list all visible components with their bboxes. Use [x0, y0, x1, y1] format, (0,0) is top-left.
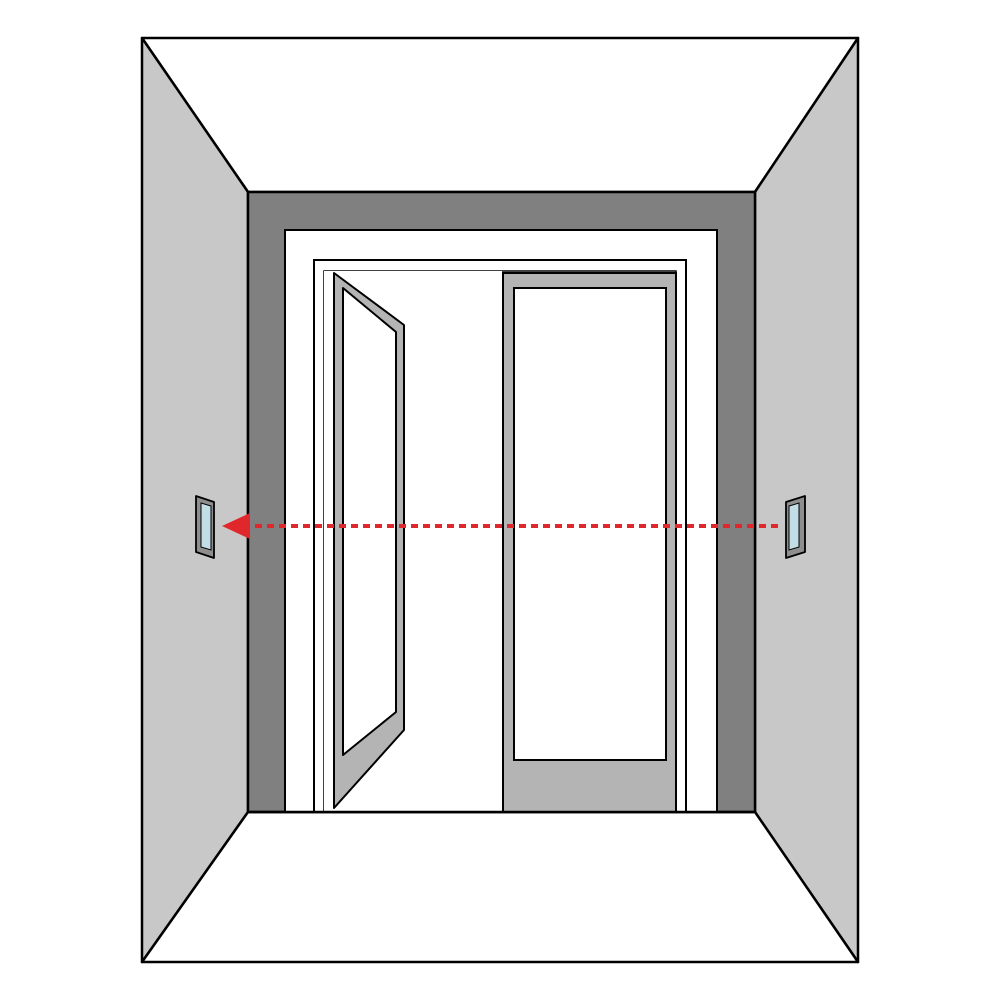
right-sensor-face: [788, 502, 800, 551]
right-wall: [753, 36, 860, 964]
left-sensor-face: [200, 502, 212, 551]
ceiling: [140, 36, 860, 194]
beam-arrowhead-icon: [222, 513, 250, 539]
open-door-glass: [342, 287, 397, 756]
left-wall: [140, 36, 250, 964]
door-frame: [313, 259, 687, 812]
floor: [140, 810, 860, 964]
